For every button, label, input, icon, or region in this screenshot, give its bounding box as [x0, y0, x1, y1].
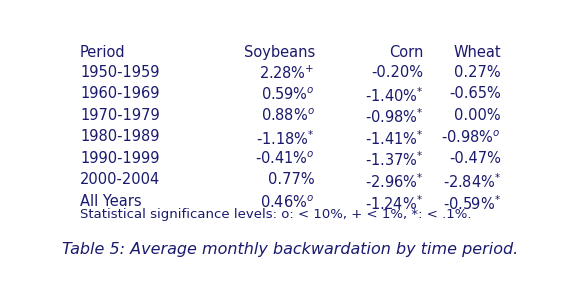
- Text: Statistical significance levels: o: < 10%, + < 1%, *: < .1%.: Statistical significance levels: o: < 10…: [80, 208, 471, 221]
- Text: 0.00%: 0.00%: [454, 108, 501, 123]
- Text: Corn: Corn: [389, 45, 423, 60]
- Text: -0.98%$^{o}$: -0.98%$^{o}$: [441, 129, 501, 146]
- Text: -1.24%$^{*}$: -1.24%$^{*}$: [366, 194, 423, 213]
- Text: -1.37%$^{*}$: -1.37%$^{*}$: [365, 151, 423, 169]
- Text: Table 5: Average monthly backwardation by time period.: Table 5: Average monthly backwardation b…: [62, 242, 518, 257]
- Text: 2000-2004: 2000-2004: [80, 172, 160, 187]
- Text: -1.40%$^{*}$: -1.40%$^{*}$: [365, 86, 423, 105]
- Text: -0.20%: -0.20%: [371, 64, 423, 80]
- Text: 1970-1979: 1970-1979: [80, 108, 160, 123]
- Text: All Years: All Years: [80, 194, 142, 209]
- Text: -0.59%$^{*}$: -0.59%$^{*}$: [443, 194, 501, 213]
- Text: Soybeans: Soybeans: [243, 45, 315, 60]
- Text: -0.65%: -0.65%: [449, 86, 501, 101]
- Text: 0.88%$^{o}$: 0.88%$^{o}$: [261, 108, 315, 124]
- Text: -2.96%$^{*}$: -2.96%$^{*}$: [365, 172, 423, 191]
- Text: 0.77%: 0.77%: [268, 172, 315, 187]
- Text: 1960-1969: 1960-1969: [80, 86, 160, 101]
- Text: 0.27%: 0.27%: [454, 64, 501, 80]
- Text: 0.59%$^{o}$: 0.59%$^{o}$: [261, 86, 315, 103]
- Text: -0.47%: -0.47%: [449, 151, 501, 166]
- Text: -2.84%$^{*}$: -2.84%$^{*}$: [443, 172, 501, 191]
- Text: 1990-1999: 1990-1999: [80, 151, 160, 166]
- Text: Wheat: Wheat: [453, 45, 501, 60]
- Text: -1.18%$^{*}$: -1.18%$^{*}$: [256, 129, 315, 148]
- Text: 1980-1989: 1980-1989: [80, 129, 160, 144]
- Text: 1950-1959: 1950-1959: [80, 64, 160, 80]
- Text: 2.28%$^{+}$: 2.28%$^{+}$: [259, 64, 315, 82]
- Text: -1.41%$^{*}$: -1.41%$^{*}$: [365, 129, 423, 148]
- Text: Period: Period: [80, 45, 126, 60]
- Text: -0.41%$^{o}$: -0.41%$^{o}$: [255, 151, 315, 167]
- Text: -0.98%$^{*}$: -0.98%$^{*}$: [365, 108, 423, 126]
- Text: 0.46%$^{o}$: 0.46%$^{o}$: [260, 194, 315, 211]
